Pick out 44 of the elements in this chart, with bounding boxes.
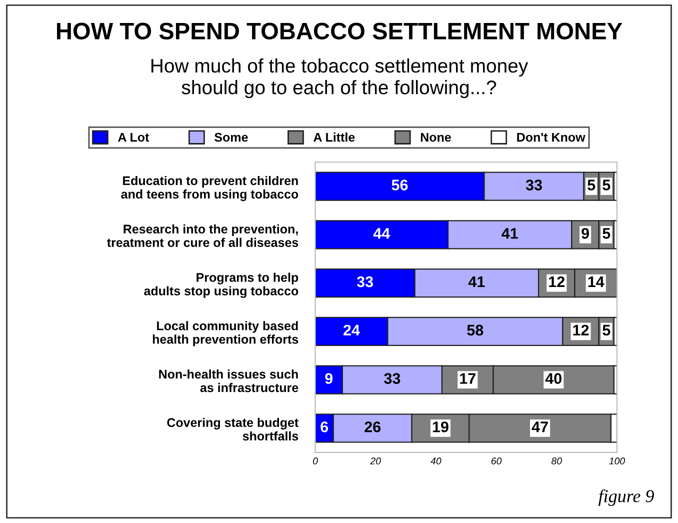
- data-label: 5: [602, 180, 610, 190]
- legend-label: Don't Know: [517, 132, 586, 142]
- data-label: 5: [602, 324, 610, 336]
- data-label: 33: [384, 373, 400, 384]
- data-label: 12: [573, 324, 589, 336]
- data-label: 33: [356, 276, 373, 288]
- chart-subtitle: How much of the tobacco settlement money should go to each of the following...?: [151, 58, 528, 98]
- y-tick-label: Local community based health prevention efforts: [152, 321, 298, 346]
- y-tick-label: Covering state budget shortfalls: [167, 418, 298, 441]
- data-label: 5: [602, 228, 610, 239]
- data-label: 41: [468, 276, 485, 288]
- data-label: 40: [545, 373, 562, 384]
- data-label: 41: [502, 228, 518, 239]
- data-label: 9: [325, 373, 333, 384]
- legend-label: Some: [214, 132, 248, 142]
- caption: figure 9: [598, 489, 654, 506]
- data-label: 14: [588, 276, 604, 288]
- y-tick-label: Non-health issues such as infrastructure: [159, 369, 298, 392]
- legend-label: A Lot: [118, 132, 150, 142]
- legend-label: None: [420, 132, 451, 142]
- y-tick-label: Programs to help adults stop using tobacco: [144, 272, 298, 298]
- x-tick-label: 20: [370, 458, 381, 464]
- data-label: 24: [344, 324, 360, 336]
- x-tick-label: 80: [551, 458, 562, 464]
- data-label: 56: [392, 180, 408, 190]
- data-label: 9: [582, 228, 589, 239]
- y-tick-label: Education to prevent children and teens from using tobacco: [121, 176, 298, 202]
- x-tick-label: 0: [312, 458, 318, 464]
- data-label: 5: [588, 180, 596, 190]
- x-tick-label: 100: [609, 458, 626, 464]
- data-label: 12: [549, 276, 565, 288]
- chart-title: HOW TO SPEND TOBACCO SETTLEMENT MONEY: [57, 22, 622, 40]
- data-label: 26: [364, 421, 381, 432]
- data-label: 19: [432, 421, 448, 432]
- data-label: 6: [320, 421, 328, 432]
- legend-label: A Little: [314, 132, 355, 142]
- y-tick-label: Research into the prevention, treatment or cure of all diseases: [107, 224, 298, 247]
- data-label: 47: [532, 422, 548, 432]
- data-label: 58: [467, 324, 484, 336]
- data-label: 33: [526, 180, 542, 190]
- data-label: 44: [373, 228, 390, 239]
- x-tick-label: 60: [491, 458, 502, 464]
- x-tick-label: 40: [430, 458, 442, 464]
- data-label: 17: [460, 373, 476, 384]
